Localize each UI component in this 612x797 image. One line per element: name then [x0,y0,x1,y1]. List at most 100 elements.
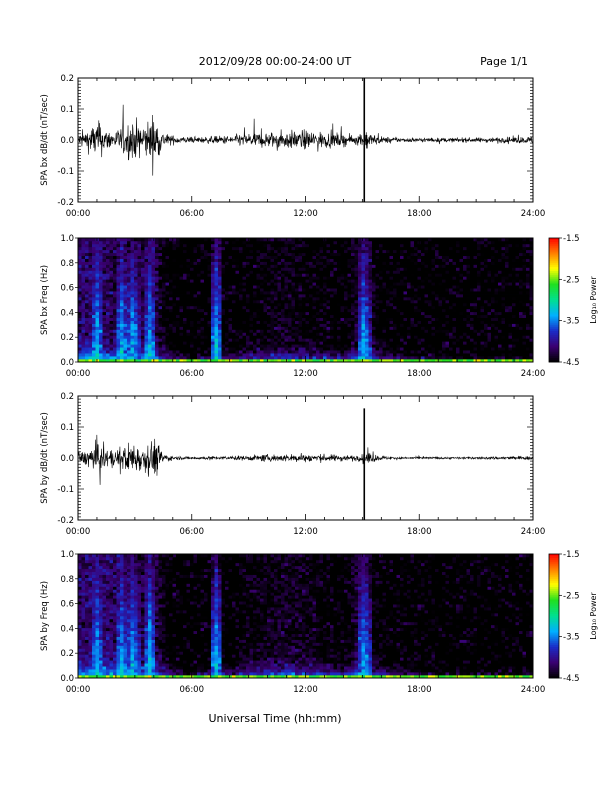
spectrogram-cell [204,291,208,294]
spectrogram-cell [442,285,446,288]
spectrogram-cell [218,332,222,335]
spectrogram-cell [285,347,289,350]
spectrogram-cell [404,247,408,250]
spectrogram-cell [138,276,142,279]
spectrogram-cell [407,312,411,315]
spectrogram-cell [463,332,467,335]
spectrogram-cell [379,276,383,279]
spectrogram-cell [141,332,145,335]
spectrogram-cell [229,282,233,285]
spectrogram-cell [414,300,418,303]
x-tick-label: 24:00 [521,209,546,219]
spectrogram-cell [257,253,261,256]
spectrogram-cell [456,353,460,356]
spectrogram-cell [229,312,233,315]
spectrogram-cell [411,353,415,356]
spectrogram-cell [414,268,418,271]
spectrogram-cell [400,309,404,312]
spectrogram-cell [313,256,317,259]
spectrogram-cell [323,347,327,350]
spectrogram-cell [407,332,411,335]
spectrogram-cell [113,315,117,318]
spectrogram-cell [285,300,289,303]
spectrogram-cell [418,270,422,273]
spectrogram-cell [148,285,152,288]
spectrogram-cell [110,338,114,341]
spectrogram-cell [442,262,446,265]
spectrogram-cell [243,297,247,300]
spectrogram-cell [383,338,387,341]
spectrogram-cell [271,309,275,312]
spectrogram-cell [407,353,411,356]
spectrogram-cell [180,250,184,253]
spectrogram-cell [397,241,401,244]
spectrogram-cell [169,324,173,327]
spectrogram-cell [173,265,177,268]
spectrogram-cell [145,341,149,344]
spectrogram-cell [386,288,390,291]
spectrogram-cell [365,344,369,347]
spectrogram-cell [358,273,362,276]
spectrogram-cell [96,327,100,330]
spectrogram-cell [439,273,443,276]
spectrogram-cell [362,318,366,321]
spectrogram-cell [355,315,359,318]
spectrogram-cell [463,294,467,297]
spectrogram-cell [183,330,187,333]
spectrogram-cell [295,338,299,341]
spectrogram-cell [145,291,149,294]
spectrogram-cell [299,315,303,318]
spectrogram-cell [334,250,338,253]
spectrogram-cell [201,324,205,327]
spectrogram-cell [106,330,110,333]
spectrogram-cell [281,276,285,279]
spectrogram-cell [138,282,142,285]
spectrogram-cell [169,247,173,250]
spectrogram-cell [194,353,198,356]
spectrogram-cell [376,341,380,344]
spectrogram-cell [334,259,338,262]
spectrogram-cell [110,332,114,335]
spectrogram-cell [292,321,296,324]
spectrogram-cell [362,294,366,297]
spectrogram-cell [103,279,107,282]
spectrogram-cell [152,335,156,338]
spectrogram-cell [414,259,418,262]
spectrogram-cell [292,285,296,288]
spectrogram-cell [281,256,285,259]
spectrogram-cell [257,288,261,291]
spectrogram-cell [320,270,324,273]
spectrogram-cell [341,344,345,347]
spectrogram-cell [421,297,425,300]
spectrogram-cell [260,356,264,359]
spectrogram-cell [428,306,432,309]
spectrogram-cell [148,332,152,335]
spectrogram-cell [271,356,275,359]
spectrogram-cell [92,350,96,353]
spectrogram-cell [365,330,369,333]
spectrogram-cell [246,285,250,288]
spectrogram-cell [271,347,275,350]
spectrogram-cell [425,279,429,282]
spectrogram-cell [239,327,243,330]
spectrogram-cell [278,344,282,347]
spectrogram-cell [166,350,170,353]
spectrogram-cell [344,265,348,268]
spectrogram-cell [467,291,471,294]
spectrogram-cell [187,309,191,312]
spectrogram-cell [372,350,376,353]
spectrogram-cell [155,294,159,297]
spectrogram-cell [141,279,145,282]
spectrogram-cell [453,321,457,324]
spectrogram-cell [162,297,166,300]
spectrogram-cell [218,273,222,276]
spectrogram-cell [131,303,135,306]
spectrogram-cell [425,315,429,318]
spectrogram-cell [393,253,397,256]
spectrogram-cell [159,353,163,356]
spectrogram-cell [404,347,408,350]
spectrogram-cell [103,309,107,312]
spectrogram-cell [313,241,317,244]
spectrogram-cell [134,282,138,285]
spectrogram-cell [393,279,397,282]
